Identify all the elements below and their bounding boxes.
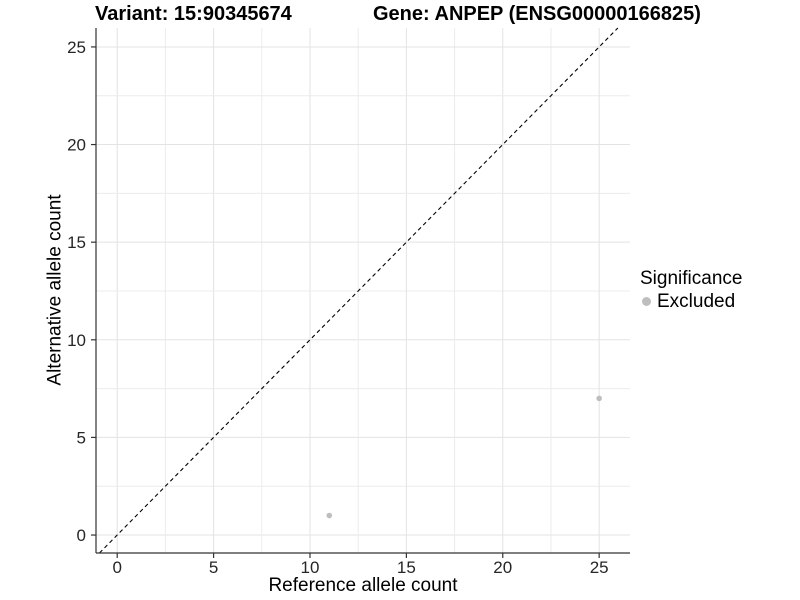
y-tick-label: 20 — [67, 136, 86, 155]
legend-item-label: Excluded — [657, 291, 736, 312]
x-tick-label: 25 — [590, 558, 609, 577]
y-axis-title: Alternative allele count — [44, 194, 66, 386]
y-tick-label: 5 — [77, 428, 86, 447]
identity-line — [99, 27, 619, 554]
y-tick-label: 15 — [67, 233, 86, 252]
legend-title: Significance — [640, 268, 743, 289]
x-tick-label: 5 — [209, 558, 218, 577]
data-point — [596, 395, 602, 402]
x-tick-label: 0 — [112, 558, 121, 577]
plot-title-gene: Gene: ANPEP (ENSG00000166825) — [373, 3, 701, 25]
y-tick-label: 0 — [77, 526, 86, 545]
x-tick-label: 20 — [493, 558, 512, 577]
y-tick-label: 25 — [67, 38, 86, 57]
x-tick-label: 15 — [397, 558, 416, 577]
excluded-point-icon — [642, 297, 651, 306]
legend: Significance Excluded — [638, 268, 742, 312]
y-tick-label: 10 — [67, 331, 86, 350]
x-tick-label: 10 — [301, 558, 320, 577]
plot-title-variant: Variant: 15:90345674 — [95, 3, 292, 25]
data-point — [326, 512, 333, 519]
legend-item-excluded: Excluded — [638, 291, 742, 312]
x-axis-title: Reference allele count — [268, 575, 458, 596]
